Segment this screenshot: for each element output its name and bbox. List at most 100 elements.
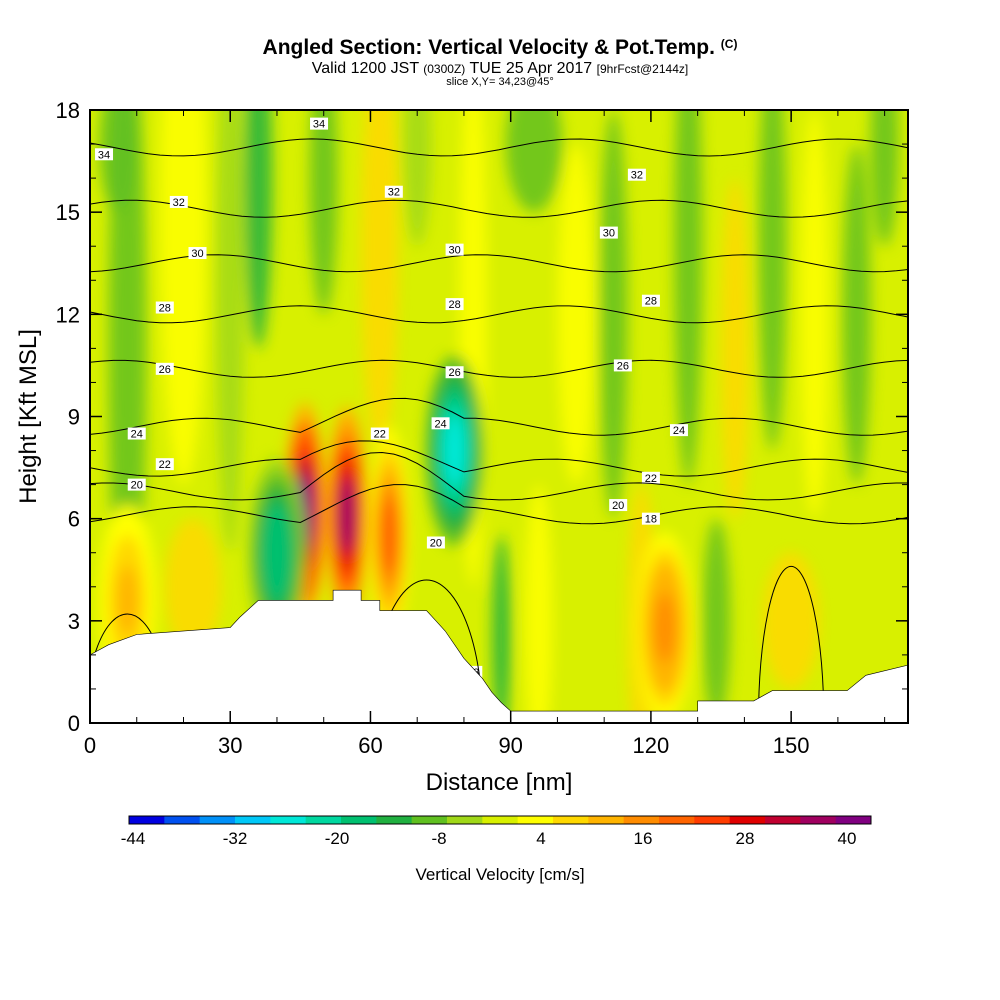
- contour-label: 20: [430, 538, 442, 550]
- x-tick-label: 120: [633, 733, 670, 758]
- theta-contour: [90, 359, 908, 378]
- y-tick-label: 18: [56, 98, 80, 123]
- contour-label-bg: [627, 168, 646, 181]
- chart-title: Angled Section: Vertical Velocity & Pot.…: [262, 36, 738, 59]
- velocity-column: [216, 110, 245, 553]
- colorbar-swatch: [164, 816, 201, 824]
- colorbar-swatch: [411, 816, 448, 824]
- contour-label: 34: [313, 119, 325, 131]
- velocity-column: [557, 144, 595, 485]
- colorbar-swatch: [376, 816, 413, 824]
- velocity-column: [506, 110, 563, 213]
- velocity-column: [721, 178, 750, 519]
- contour-label: 28: [448, 299, 460, 311]
- contour-label-bg: [609, 499, 628, 512]
- velocity-cell: [444, 415, 465, 486]
- colorbar-tick-label: -44: [121, 829, 146, 848]
- colorbar-tick-label: 28: [736, 829, 755, 848]
- contour-label-bg: [445, 366, 464, 379]
- velocity-column: [403, 110, 432, 247]
- velocity-column: [491, 535, 511, 723]
- theta-contour: [90, 199, 908, 218]
- velocity-cell: [117, 564, 138, 636]
- contour-label-bg: [641, 294, 660, 307]
- x-tick-label: 150: [773, 733, 810, 758]
- velocity-column: [309, 110, 338, 315]
- contour-label-bg: [95, 148, 114, 161]
- colorbar-swatch: [270, 816, 307, 824]
- contour-label: 22: [159, 459, 171, 471]
- colorbar-swatch: [305, 816, 342, 824]
- x-tick-label: 0: [84, 733, 96, 758]
- contour-label: 28: [159, 303, 171, 315]
- y-tick-label: 3: [68, 609, 80, 634]
- theta-contour: [90, 440, 908, 477]
- theta-contour: [90, 254, 908, 273]
- velocity-cell: [380, 497, 398, 574]
- contour-label: 28: [645, 296, 657, 308]
- slice-info: slice X,Y= 34,23@45°: [446, 76, 554, 88]
- contour-label: 32: [388, 187, 400, 199]
- contour-label-bg: [155, 458, 174, 471]
- contour-label-bg: [188, 247, 207, 260]
- velocity-column: [164, 518, 221, 655]
- colorbar-swatch: [129, 816, 165, 824]
- y-tick-label: 0: [68, 711, 80, 736]
- velocity-column: [702, 518, 731, 723]
- colorbar-swatch: [517, 816, 554, 824]
- contour-label: 20: [612, 500, 624, 512]
- velocity-cell: [266, 517, 288, 589]
- colorbar-swatch: [588, 816, 625, 824]
- colorbar: -44 -32 -20 -8 4 16 28 40 Vertical Velocity [cm/…: [121, 815, 872, 884]
- colorbar-tick-label: 4: [536, 829, 545, 848]
- colorbar-swatch: [729, 816, 766, 824]
- colorbar-swatch: [659, 816, 695, 824]
- contour-label: 26: [617, 360, 629, 372]
- colorbar-tick-label: -32: [223, 829, 248, 848]
- axes: 0 30 60 90 120 150 0 3 6 9 12 15 18 Distance [nm] Heig…: [15, 98, 908, 796]
- contour-label-bg: [370, 427, 389, 440]
- contour-label-bg: [641, 471, 660, 484]
- y-tick-label: 12: [56, 302, 80, 327]
- velocity-column: [763, 552, 820, 689]
- velocity-column: [524, 484, 553, 723]
- contour-label: 30: [448, 245, 460, 257]
- colorbar-swatch: [835, 816, 872, 824]
- colorbar-swatch: [235, 816, 271, 824]
- y-tick-label: 9: [68, 405, 80, 430]
- chart-subtitle: Valid 1200 JST (0300Z) TUE 25 Apr 2017 […: [311, 60, 689, 77]
- velocity-column: [361, 110, 399, 451]
- colorbar-swatch: [694, 816, 731, 824]
- y-axis-title: Height [Kft MSL]: [15, 329, 42, 504]
- x-tick-label: 60: [358, 733, 382, 758]
- contour-label-bg: [445, 298, 464, 311]
- contour-label: 26: [159, 364, 171, 376]
- colorbar-swatch: [447, 816, 483, 824]
- colorbar-swatch: [482, 816, 519, 824]
- velocity-column: [99, 110, 137, 213]
- contour-label: 30: [191, 248, 203, 260]
- contour-label: 22: [374, 429, 386, 441]
- contour-label: 26: [448, 367, 460, 379]
- contour-label: 22: [645, 473, 657, 485]
- contour-label-bg: [155, 301, 174, 314]
- contour-label: 24: [131, 429, 143, 441]
- y-tick-label: 6: [68, 507, 80, 532]
- velocity-field: [90, 110, 908, 723]
- colorbar-frame: [128, 815, 872, 825]
- contour-label: 24: [434, 418, 446, 430]
- colorbar-tick-label: -20: [325, 829, 350, 848]
- contour-label-bg: [155, 362, 174, 375]
- theta-contour: [90, 138, 908, 157]
- colorbar-title: Vertical Velocity [cm/s]: [415, 865, 584, 884]
- velocity-cell: [654, 592, 676, 664]
- colorbar-tick-label: -8: [431, 829, 446, 848]
- contour-label: 34: [98, 149, 110, 161]
- valid-utc: (0300Z): [423, 62, 466, 76]
- contour-label-bg: [613, 359, 632, 372]
- contour-label-bg: [384, 185, 403, 198]
- forecast-info: [9hrFcst@2144z]: [596, 62, 689, 76]
- contour-label-bg: [669, 424, 688, 437]
- contour-label-bg: [426, 536, 445, 549]
